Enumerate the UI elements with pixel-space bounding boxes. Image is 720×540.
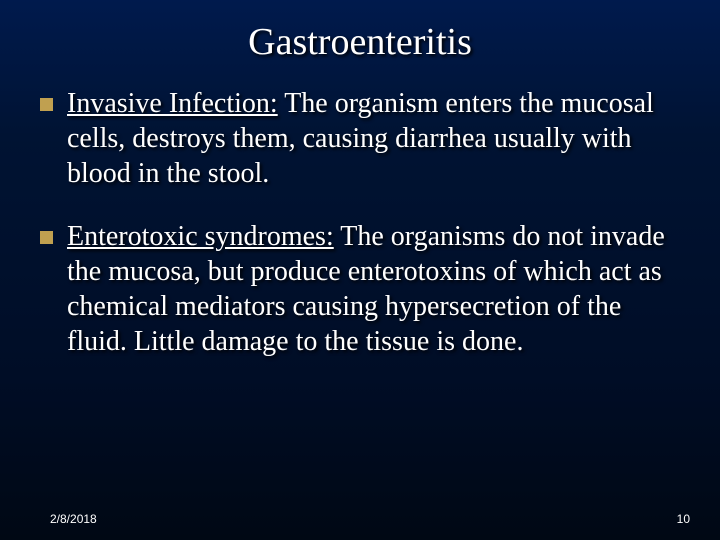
bullet-item: Invasive Infection: The organism enters … — [40, 86, 680, 191]
bullet-text: Invasive Infection: The organism enters … — [67, 86, 680, 191]
footer-date: 2/8/2018 — [50, 512, 97, 526]
slide-title: Gastroenteritis — [40, 20, 680, 64]
bullet-heading: Invasive Infection: — [67, 88, 278, 119]
footer-page-number: 10 — [677, 512, 690, 526]
bullet-text: Enterotoxic syndromes: The organisms do … — [67, 219, 680, 359]
slide: Gastroenteritis Invasive Infection: The … — [0, 0, 720, 540]
bullet-square-icon — [40, 231, 53, 244]
bullet-heading: Enterotoxic syndromes: — [67, 221, 334, 252]
bullet-square-icon — [40, 98, 53, 111]
bullet-item: Enterotoxic syndromes: The organisms do … — [40, 219, 680, 359]
